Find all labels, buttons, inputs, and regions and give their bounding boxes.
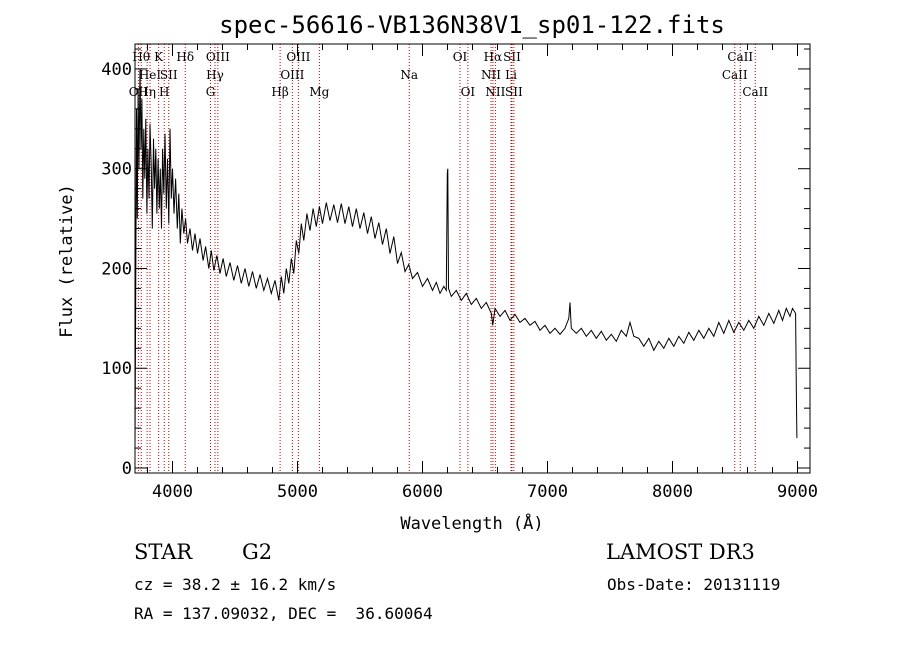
line-label: Mg [309,85,329,99]
chart-title: spec-56616-VB136N38V1_sp01-122.fits [219,11,725,39]
survey-name: LAMOST DR3 [606,540,755,564]
coordinates: RA = 137.09032, DEC = 36.60064 [134,604,433,623]
line-label: Hγ [206,68,224,82]
y-tick-label: 400 [101,60,132,80]
line-label: Hδ [176,50,194,64]
line-label: Hη [138,85,156,99]
line-label: NII [481,68,501,82]
x-tick-label: 8000 [652,482,693,502]
line-label: CaII [722,68,748,82]
line-label: Na [400,68,418,82]
observation-date: Obs-Date: 20131119 [607,575,781,594]
line-label: OIII [286,50,310,64]
y-tick-label: 300 [101,160,132,180]
spectrum-line [134,68,798,449]
object-class: STAR [134,540,193,564]
y-tick-label: 200 [101,259,132,279]
x-tick-label: 4000 [152,482,193,502]
line-label: OIII [206,50,230,64]
line-label: SII [503,50,521,64]
line-label: CaII [727,50,753,64]
emission-line-markers: OIIHθHηHeIKHSIIHδGHγOIIIHβOIIIOIIIMgNaOI… [129,44,768,473]
x-tick-label: 9000 [777,482,818,502]
line-label: Hα [484,50,503,64]
x-tick-label: 6000 [402,482,443,502]
y-tick-label: 0 [122,459,132,479]
x-axis-label: Wavelength (Å) [400,512,543,534]
x-tick-label: 5000 [277,482,318,502]
line-label: OI [461,85,476,99]
line-label: SII [160,68,178,82]
x-tick-label: 7000 [527,482,568,502]
line-label: Hθ [132,50,150,64]
y-tick-label: 100 [101,359,132,379]
line-label: NII [485,85,505,99]
axis-ticks: 4000 5000 6000 7000 8000 9000 0 100 200 300 400 [101,44,818,502]
line-label: OIII [280,68,304,82]
plot-frame [134,43,811,474]
line-label: K [154,50,164,64]
redshift-velocity: cz = 38.2 ± 16.2 km/s [134,575,337,594]
line-label: OI [453,50,468,64]
line-label: Hβ [271,85,288,99]
line-label: HeI [139,68,162,82]
line-label: H [159,85,169,99]
line-label: G [206,85,216,99]
line-label: CaII [742,85,768,99]
line-label: Li [505,68,517,82]
object-subclass: G2 [242,540,273,564]
y-axis-label: Flux (relative) [57,184,77,338]
spectrum-series [134,68,798,449]
line-label: SII [505,85,523,99]
